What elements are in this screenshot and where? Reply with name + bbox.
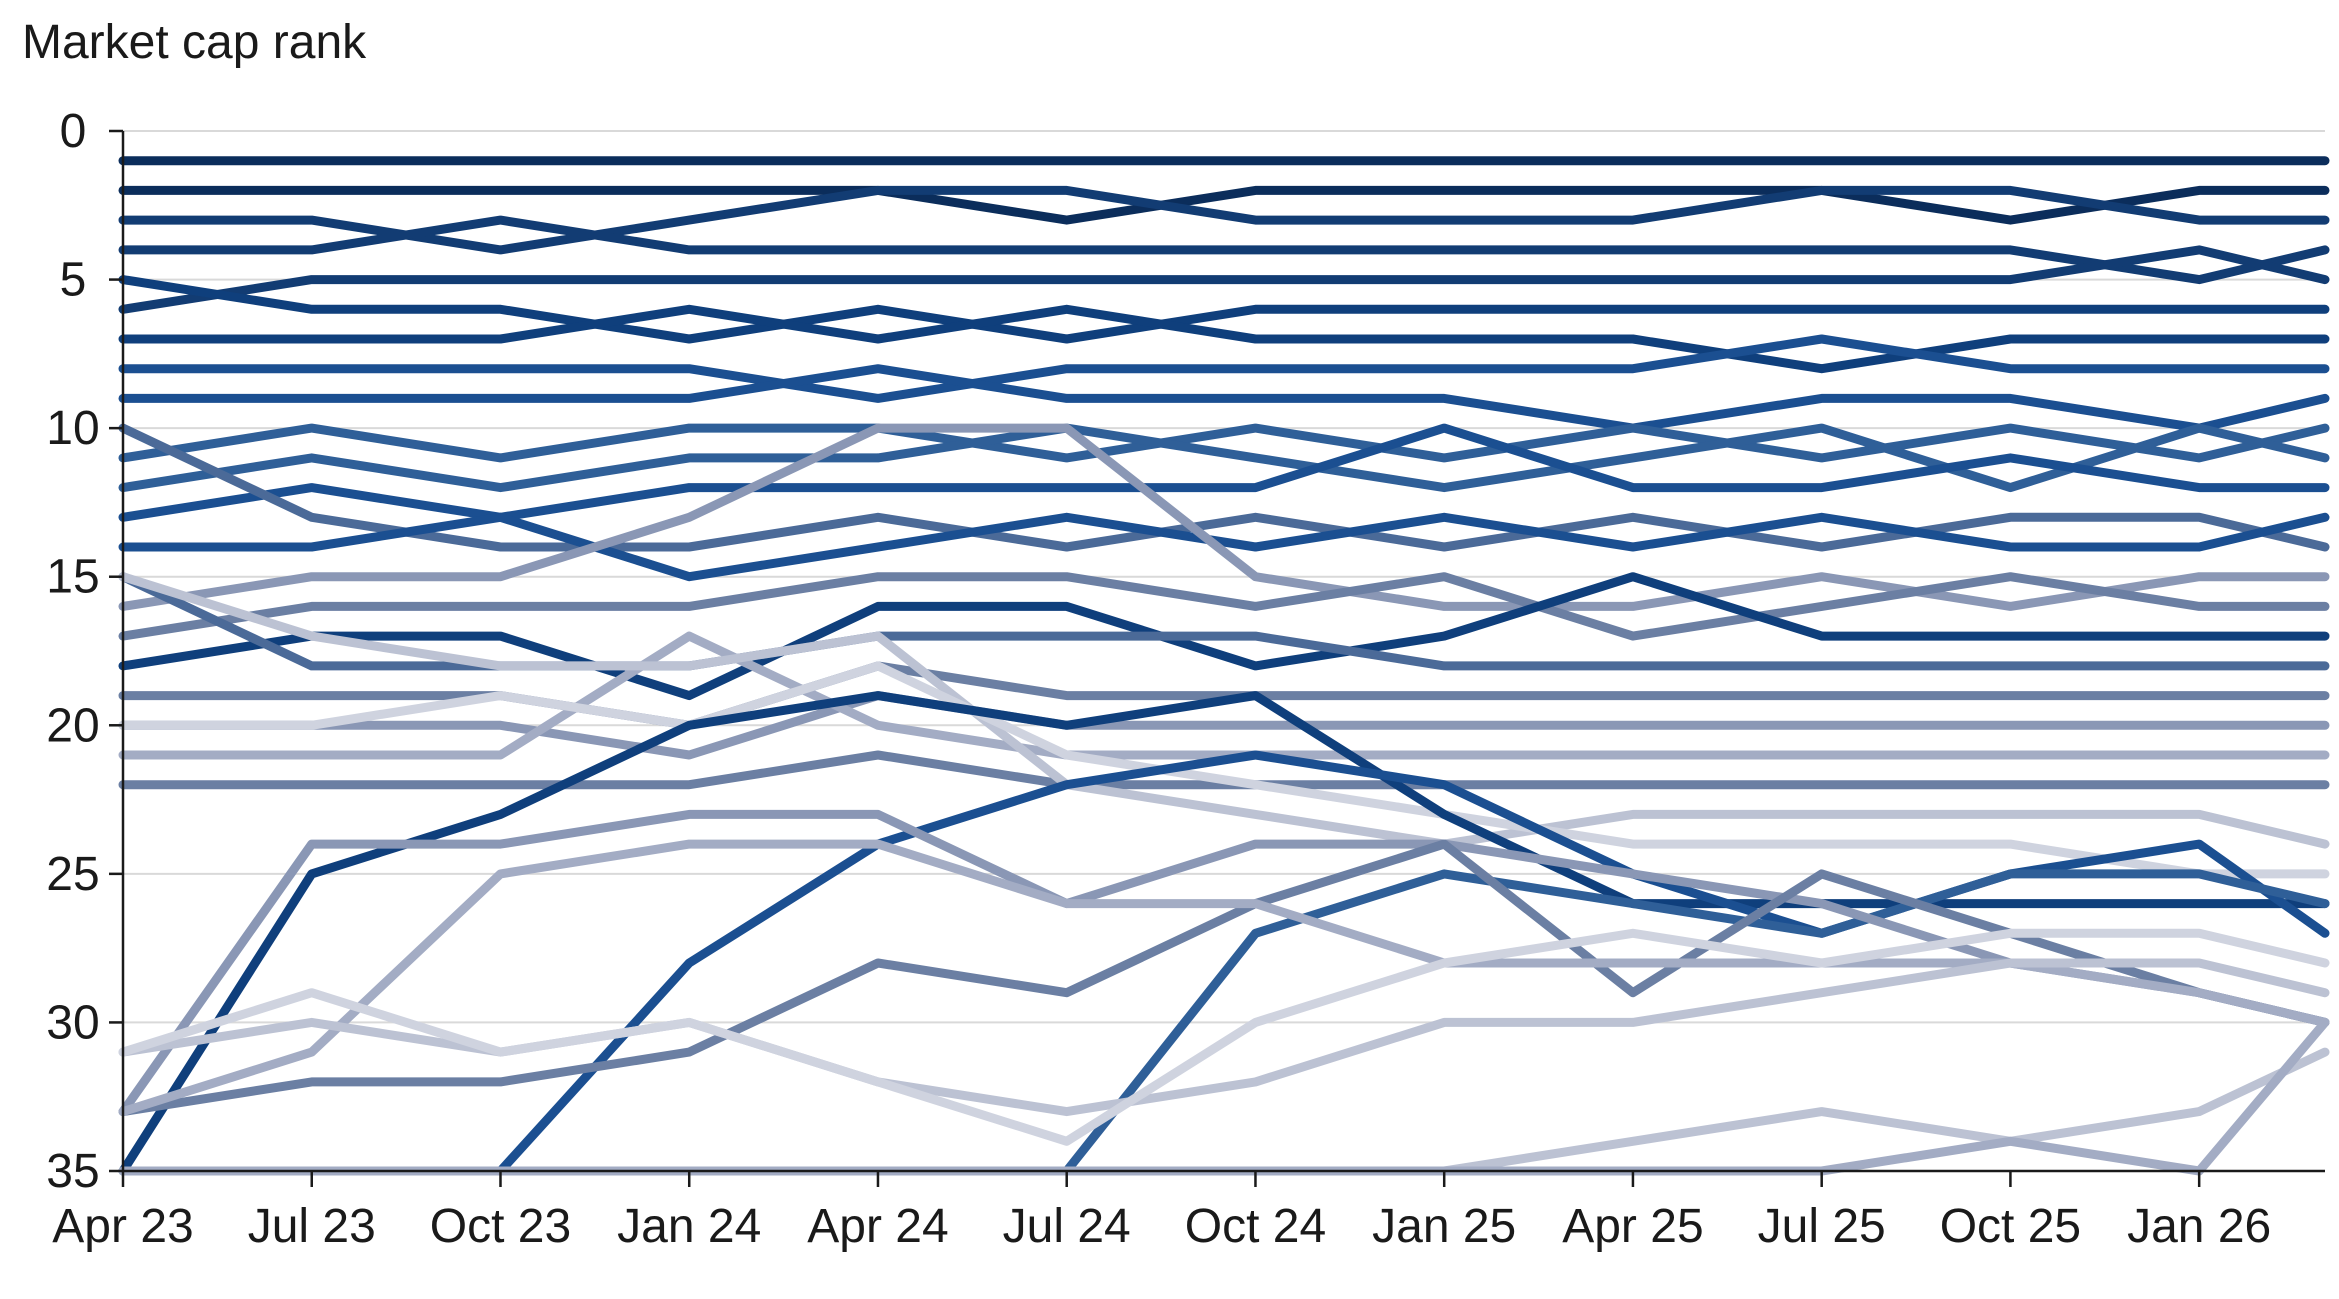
- x-tick-label: Oct 24: [1185, 1200, 1326, 1253]
- series-line-9: [118, 364, 2330, 433]
- y-tick-label: 25: [46, 848, 99, 901]
- x-tick-label: Apr 24: [807, 1200, 948, 1253]
- y-axis-title: Market cap rank: [22, 16, 367, 69]
- x-tick-label: Jul 25: [1758, 1200, 1886, 1253]
- series-line-32: [118, 928, 2330, 1146]
- y-tick-label: 30: [46, 996, 99, 1049]
- series-line-33: [118, 1047, 2330, 1176]
- series-line-16: [118, 572, 2330, 641]
- series-line-5: [118, 245, 2330, 314]
- x-tick-label: Apr 25: [1562, 1200, 1703, 1253]
- series-line-19: [118, 661, 2330, 730]
- x-tick-label: Jul 24: [1003, 1200, 1131, 1253]
- x-tick-label: Jan 24: [617, 1200, 761, 1253]
- x-tick-label: Jan 26: [2127, 1200, 2271, 1253]
- series-line-11: [118, 423, 2330, 493]
- x-tick-label: Oct 25: [1940, 1200, 2081, 1253]
- series-line-10: [118, 423, 2330, 463]
- x-tick-label: Apr 23: [52, 1200, 193, 1253]
- series-line-17: [118, 572, 2330, 701]
- y-tick-label: 0: [60, 105, 87, 158]
- series-line-23: [118, 572, 2330, 849]
- series-line-14: [118, 512, 2330, 582]
- y-tick-label: 5: [60, 254, 87, 307]
- x-tick-label: Jul 23: [248, 1200, 376, 1253]
- axes: [109, 129, 2325, 1187]
- x-tick-label: Oct 23: [430, 1200, 571, 1253]
- series-line-3: [118, 185, 2330, 255]
- series-line-13: [118, 423, 2330, 552]
- series-line-4: [118, 215, 2330, 285]
- series-line-24: [118, 661, 2330, 879]
- series-line-2: [118, 185, 2330, 225]
- series-line-12: [118, 423, 2330, 522]
- y-tick-label: 35: [46, 1145, 99, 1198]
- series-line-20: [118, 691, 2330, 760]
- series-line-8: [118, 334, 2330, 403]
- y-tick-labels: 0 5 10 15 20 25 30 35: [46, 105, 99, 1198]
- x-tick-label: Jan 25: [1372, 1200, 1516, 1253]
- x-tick-labels: Apr 23 Jul 23 Oct 23 Jan 24 Apr 24 Jul 24 Oct …: [52, 1200, 2271, 1253]
- series-line-7: [118, 304, 2330, 374]
- y-tick-label: 15: [46, 551, 99, 604]
- series-line-6: [118, 275, 2330, 344]
- series-line-15: [118, 423, 2330, 611]
- y-tick-label: 10: [46, 402, 99, 455]
- series-line-25: [118, 691, 2330, 1176]
- series-group: [118, 156, 2330, 1176]
- y-tick-label: 20: [46, 699, 99, 752]
